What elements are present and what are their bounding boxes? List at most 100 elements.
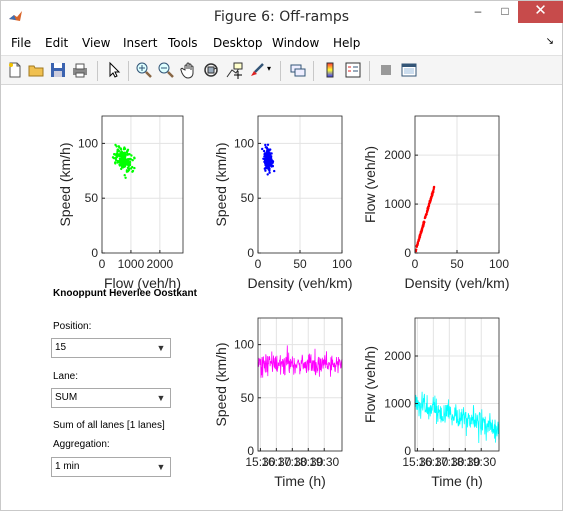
print-icon[interactable] <box>71 61 89 79</box>
pointer-icon[interactable] <box>105 61 123 79</box>
colorbar-icon[interactable] <box>321 61 339 79</box>
data-point <box>266 143 270 146</box>
y-tick-label: 0 <box>91 246 98 260</box>
axes-background <box>258 318 342 451</box>
position-select[interactable]: 15 ▼ <box>51 338 171 358</box>
menu-help[interactable]: Help <box>333 36 361 50</box>
data-point <box>121 154 124 157</box>
figure-toolbar: ▾ <box>1 55 562 85</box>
new-figure-icon[interactable] <box>6 61 24 79</box>
data-point <box>263 160 266 164</box>
y-tick-label: 50 <box>241 191 255 205</box>
toolbar-separator <box>313 61 314 81</box>
aggregation-value: 1 min <box>55 461 80 472</box>
density-speed-chart: 0 50 100 0 50 100 Density (veh/km) Speed (km/h) <box>213 115 353 291</box>
y-tick-label: 1000 <box>384 197 411 211</box>
data-point <box>270 165 273 168</box>
chevron-down-icon[interactable]: ▼ <box>156 393 166 403</box>
data-point <box>415 248 418 251</box>
data-point <box>432 187 435 191</box>
save-icon[interactable] <box>49 61 67 79</box>
menu-file[interactable]: File <box>11 36 32 50</box>
x-tick-label: 0 <box>412 257 419 271</box>
data-point <box>264 146 267 149</box>
data-point <box>116 153 120 156</box>
data-point <box>421 226 424 230</box>
y-tick-label: 0 <box>247 246 254 260</box>
x-tick-label: 17:30 <box>277 455 307 469</box>
data-point <box>261 147 264 151</box>
menu-desktop[interactable]: Desktop <box>213 36 263 50</box>
data-point <box>128 157 132 161</box>
y-tick-label: 50 <box>241 391 255 405</box>
data-point <box>269 160 272 163</box>
maximize-button[interactable]: □ <box>501 4 509 18</box>
brush-dropdown-icon[interactable]: ▾ <box>267 64 272 73</box>
toolbar-separator <box>369 61 370 81</box>
x-tick-label: 50 <box>293 257 307 271</box>
data-point <box>416 243 419 247</box>
data-point <box>113 153 116 156</box>
menu-insert[interactable]: Insert <box>123 36 158 50</box>
y-tick-label: 2000 <box>384 349 411 363</box>
x-axis-label: Time (h) <box>431 473 483 489</box>
data-point <box>431 193 434 196</box>
y-tick-label: 0 <box>247 444 254 458</box>
y-tick-label: 1000 <box>384 397 411 411</box>
data-point <box>262 157 265 160</box>
data-point <box>121 166 125 169</box>
minimize-button[interactable]: – <box>474 4 482 18</box>
data-point <box>131 170 134 173</box>
data-point <box>429 196 433 199</box>
chevron-down-icon[interactable]: ▼ <box>156 462 166 472</box>
show-plot-tools-icon[interactable] <box>400 61 418 79</box>
x-axis-label: Density (veh/km) <box>404 275 509 291</box>
x-tick-label: 18:30 <box>450 455 480 469</box>
dock-arrow-icon[interactable]: ↘ <box>545 36 554 47</box>
legend-icon[interactable] <box>344 61 362 79</box>
rotate-3d-icon[interactable] <box>202 61 220 79</box>
data-point <box>422 220 426 223</box>
data-point <box>127 161 130 165</box>
aggregation-select[interactable]: 1 min ▼ <box>51 457 171 477</box>
close-button[interactable]: ✕ <box>518 1 563 23</box>
zoom-out-icon[interactable] <box>157 61 175 79</box>
y-tick-label: 50 <box>85 191 99 205</box>
link-plot-icon[interactable] <box>289 61 307 79</box>
open-file-icon[interactable] <box>27 61 45 79</box>
data-point <box>120 167 123 171</box>
x-tick-label: 18:30 <box>293 455 323 469</box>
aggregation-label: Aggregation: <box>53 439 110 450</box>
data-cursor-icon[interactable] <box>225 61 243 79</box>
position-value: 15 <box>55 342 67 353</box>
axes-box <box>257 317 343 452</box>
matlab-icon <box>9 11 22 21</box>
data-point <box>119 162 122 165</box>
data-point <box>420 229 423 233</box>
data-point <box>266 173 269 176</box>
x-tick-label: 15:30 <box>402 455 432 469</box>
menu-edit[interactable]: Edit <box>45 36 69 50</box>
x-tick-label: 19:30 <box>466 455 496 469</box>
data-point <box>130 154 133 157</box>
pan-icon[interactable] <box>180 61 198 79</box>
lane-select[interactable]: SUM ▼ <box>51 388 171 408</box>
menu-tools[interactable]: Tools <box>168 36 198 50</box>
data-point <box>265 153 268 156</box>
chevron-down-icon[interactable]: ▼ <box>156 343 166 353</box>
x-tick-label: 2000 <box>147 257 174 271</box>
menu-window[interactable]: Window <box>272 36 320 50</box>
data-point <box>266 147 269 151</box>
toolbar-separator <box>280 61 281 81</box>
data-point <box>114 161 117 164</box>
data-point <box>114 143 117 147</box>
hide-plot-tools-icon[interactable] <box>377 61 395 79</box>
zoom-in-icon[interactable] <box>135 61 153 79</box>
menu-view[interactable]: View <box>82 36 111 50</box>
data-point <box>265 156 268 159</box>
brush-icon[interactable] <box>248 61 266 79</box>
data-point <box>133 157 136 160</box>
y-tick-label: 100 <box>234 338 254 352</box>
